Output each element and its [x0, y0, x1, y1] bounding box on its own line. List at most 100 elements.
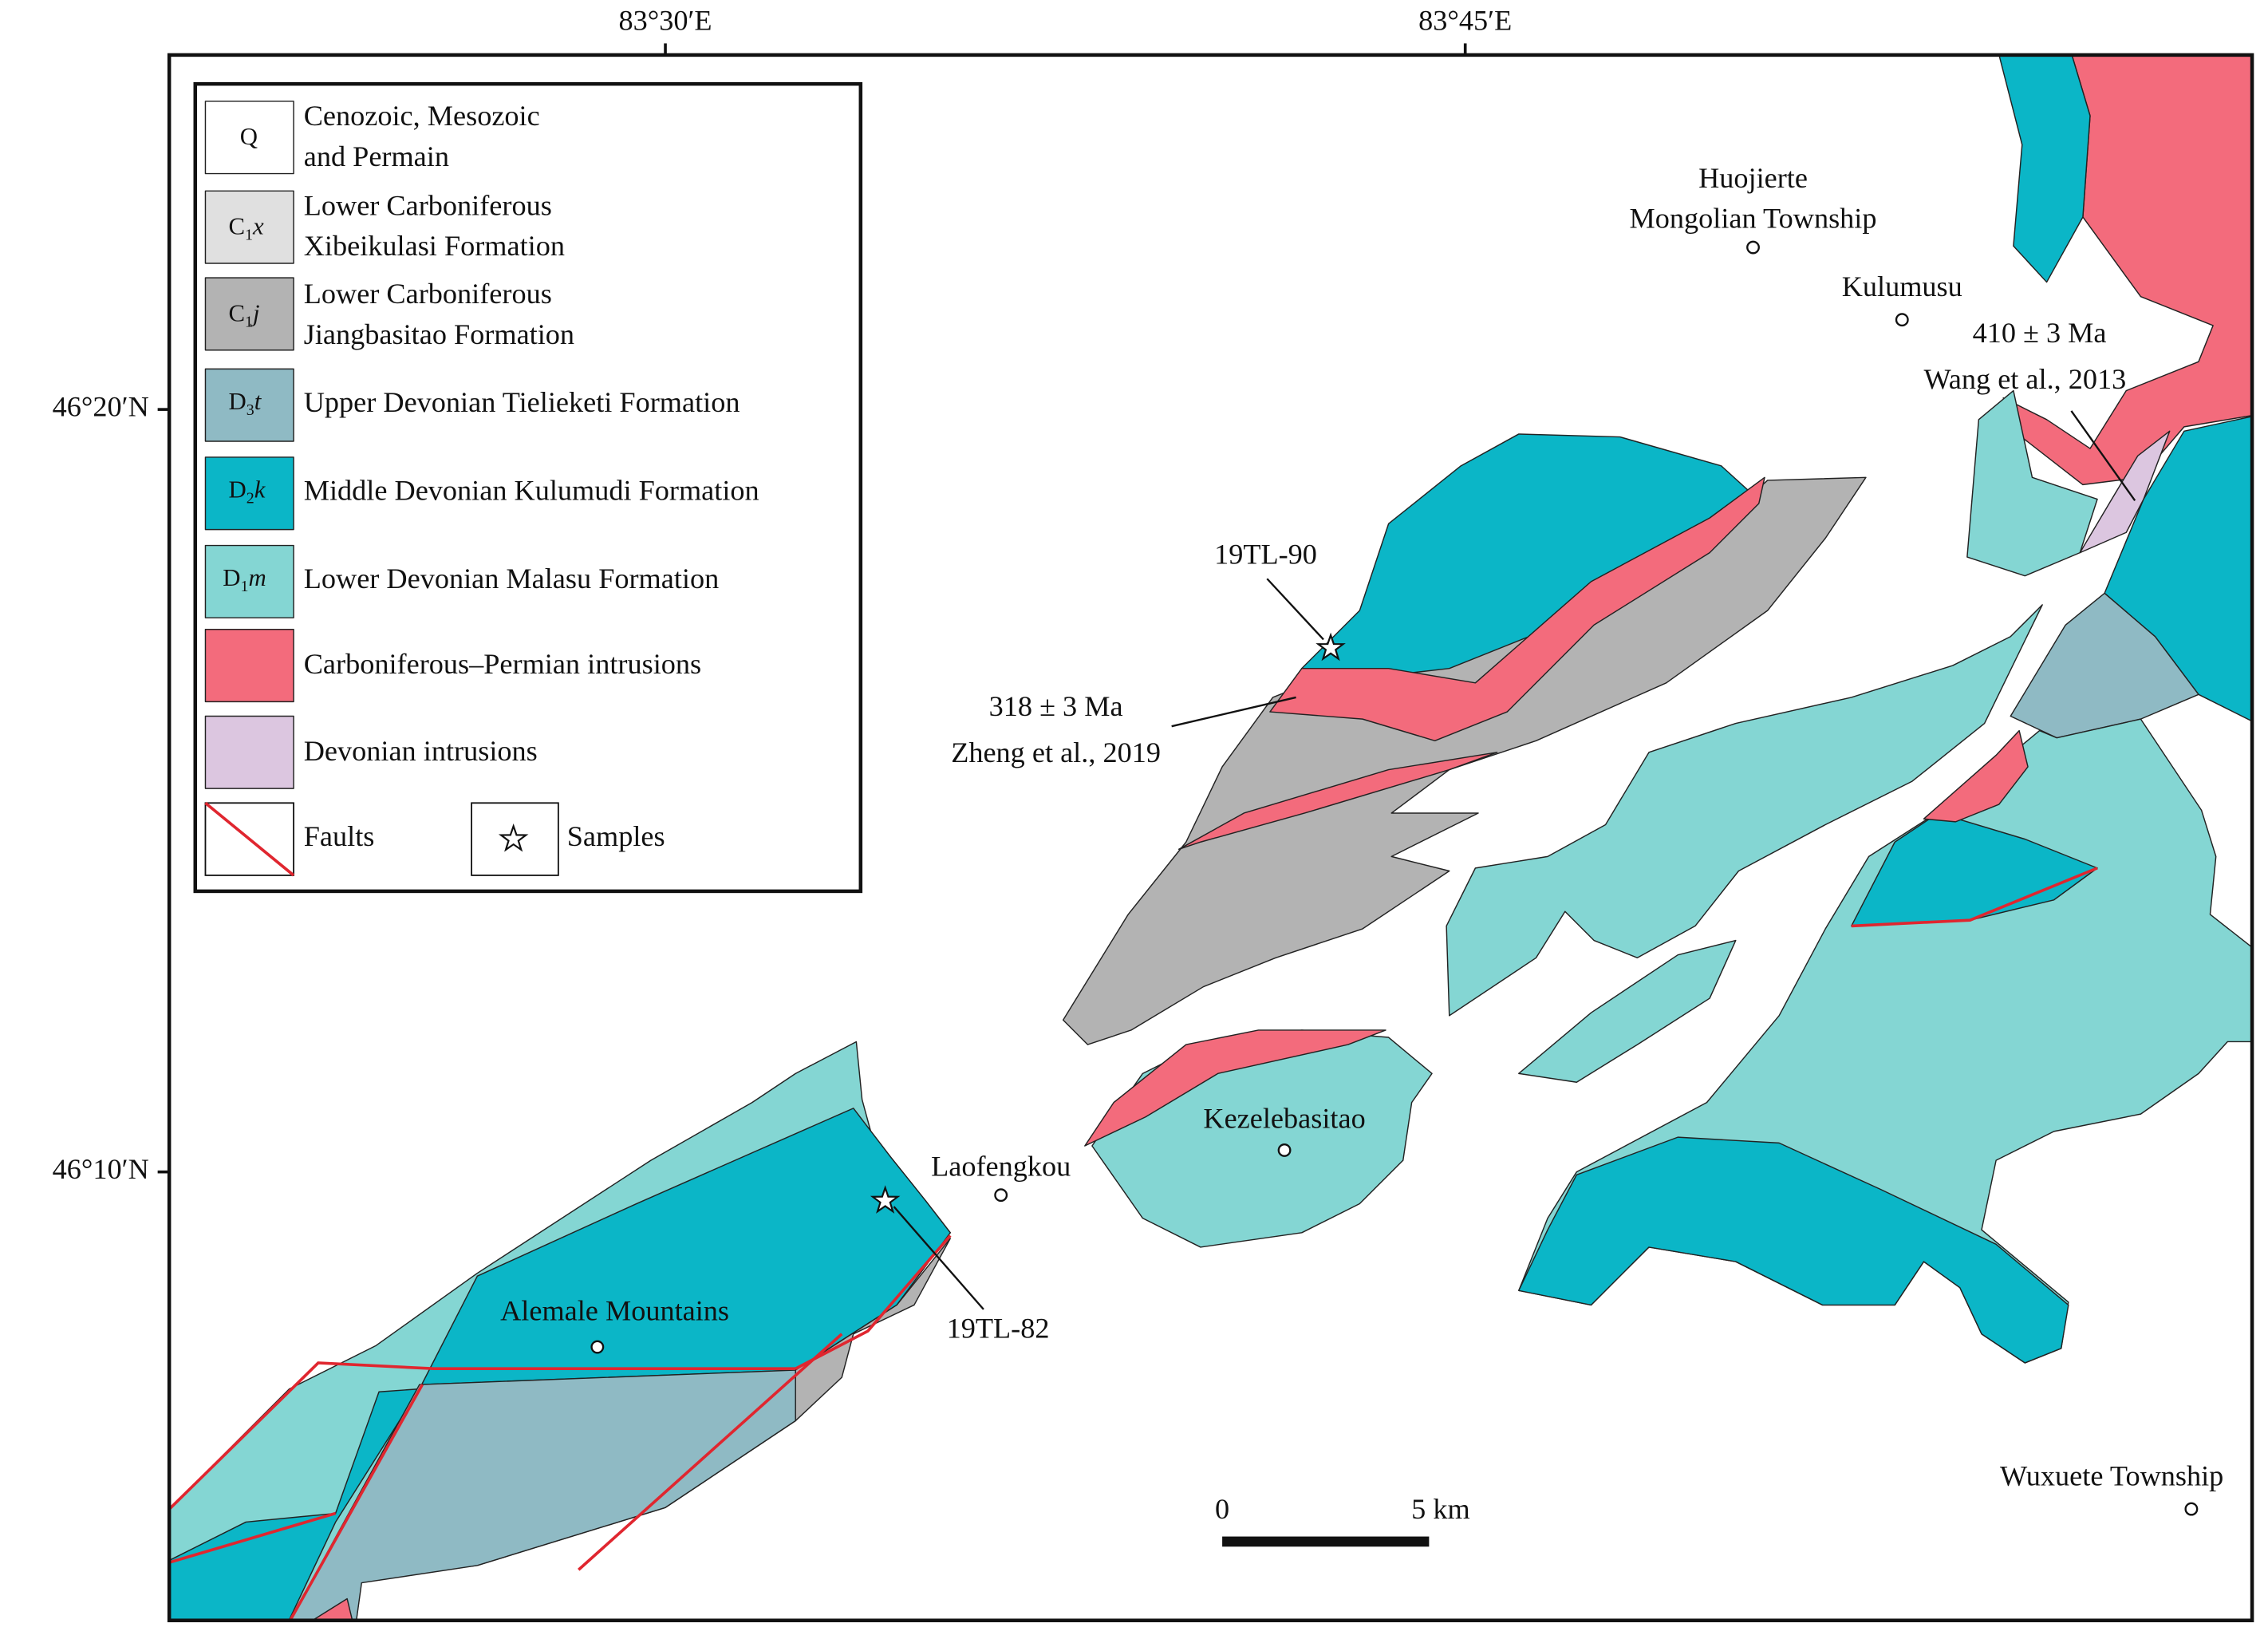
age-label: Zheng et al., 2019	[951, 737, 1161, 768]
legend-swatch	[204, 190, 294, 264]
legend-symbol-sub: 1	[245, 313, 253, 330]
place-marker	[590, 1340, 605, 1354]
legend-symbol-text: j	[250, 299, 260, 326]
unit-intrusion	[2002, 54, 2253, 486]
place-label: Huojierte	[1698, 162, 1808, 194]
unit-devonian-intrusion	[2079, 430, 2171, 554]
sample-marker	[1315, 632, 1346, 662]
scale-bar	[1222, 1536, 1430, 1547]
legend-swatch	[204, 544, 294, 618]
legend-label: Faults	[304, 820, 375, 852]
legend-symbol-text: D	[228, 476, 246, 504]
place-marker	[1895, 313, 1909, 327]
scale-label: 5 km	[1411, 1493, 1470, 1525]
latitude-label: 46°10′N	[53, 1153, 149, 1185]
leader-line	[1171, 696, 1296, 728]
place-marker	[2184, 1502, 2199, 1516]
legend-label: and Permain	[304, 140, 449, 172]
legend-symbol: C1j	[228, 299, 259, 330]
legend-swatch	[204, 277, 294, 351]
map-frame	[167, 53, 2254, 1622]
unit-d1m	[1966, 389, 2098, 577]
legend-swatch	[204, 628, 294, 703]
legend-symbol-sub: 3	[247, 401, 254, 419]
legend-swatch	[204, 715, 294, 789]
place-label: Mongolian Township	[1630, 203, 1877, 235]
place-label: Kulumusu	[1842, 271, 1962, 302]
legend-swatch	[204, 456, 294, 531]
unit-d1m	[1446, 604, 2043, 1017]
legend: Q Cenozoic, Mesozoic and Permain C1x Low…	[193, 81, 863, 894]
legend-symbol-text: C	[228, 213, 245, 240]
unit-intrusion	[1269, 476, 1765, 742]
age-label: Wang et al., 2013	[1923, 363, 2126, 395]
legend-symbol: D2k	[228, 476, 266, 508]
legend-symbol-text: t	[254, 388, 262, 415]
leader-line	[2070, 410, 2136, 502]
legend-label: Jiangbasitao Formation	[304, 318, 574, 350]
legend-symbol: C1x	[228, 213, 264, 244]
leader-line	[893, 1206, 984, 1310]
fault	[169, 1361, 796, 1511]
legend-swatch	[204, 101, 294, 175]
leader-line	[1266, 578, 1324, 641]
place-label: Laofengkou	[931, 1150, 1071, 1182]
legend-label: Devonian intrusions	[304, 735, 538, 767]
legend-label: Lower Carboniferous	[304, 189, 552, 221]
unit-intrusion	[1177, 752, 1498, 851]
fault	[169, 1511, 337, 1564]
legend-symbol-text: Q	[240, 123, 258, 150]
geology	[169, 54, 2253, 1621]
fault	[288, 1384, 424, 1621]
legend-symbol-sub: 2	[247, 489, 254, 507]
legend-label: Samples	[567, 820, 665, 852]
unit-d1m	[1518, 939, 1737, 1083]
legend-symbol: Q	[240, 123, 258, 150]
legend-label: Cenozoic, Mesozoic	[304, 100, 540, 132]
legend-sample-symbol	[498, 823, 529, 852]
legend-symbol-text: m	[248, 564, 266, 591]
legend-label: Lower Devonian Malasu Formation	[304, 563, 719, 594]
legend-label: Carboniferous–Permian intrusions	[304, 648, 701, 680]
legend-symbol-text: D	[228, 388, 246, 415]
longitude-label: 83°30′E	[619, 4, 712, 36]
legend-symbol-text: D	[223, 564, 240, 591]
legend-symbol-sub: 1	[240, 578, 248, 595]
legend-label: Upper Devonian Tielieketi Formation	[304, 386, 740, 418]
fault	[578, 1333, 843, 1571]
sample-marker	[870, 1185, 901, 1214]
place-marker	[1277, 1143, 1292, 1157]
legend-box	[193, 81, 863, 894]
age-label: 410 ± 3 Ma	[1973, 317, 2107, 349]
unit-d2k	[1301, 433, 1754, 681]
legend-symbol-text: C	[228, 299, 245, 326]
legend-label: Xibeikulasi Formation	[304, 230, 565, 262]
legend-symbol: D1m	[223, 564, 266, 595]
sample-label: 19TL-82	[947, 1312, 1050, 1344]
longitude-label: 83°45′E	[1418, 4, 1512, 36]
legend-label: Lower Carboniferous	[304, 278, 552, 310]
sample-label: 19TL-90	[1214, 538, 1317, 570]
scale-label: 0	[1215, 1493, 1229, 1525]
place-marker	[1746, 240, 1760, 255]
unit-intrusion	[311, 1598, 353, 1621]
place-label: Alemale Mountains	[500, 1295, 729, 1327]
place-marker	[994, 1188, 1008, 1203]
unit-d2k	[1518, 1136, 2069, 1364]
unit-c1j	[795, 1238, 951, 1422]
unit-intrusion	[1084, 1029, 1386, 1147]
fault	[1851, 867, 2098, 928]
legend-fault-symbol	[204, 801, 295, 877]
unit-d2k	[1851, 812, 2098, 927]
age-label: 318 ± 3 Ma	[989, 690, 1123, 722]
fault	[795, 1234, 952, 1370]
legend-symbol-text: x	[252, 213, 264, 240]
latitude-label: 46°20′N	[53, 390, 149, 422]
legend-label: Middle Devonian Kulumudi Formation	[304, 475, 759, 507]
place-label: Kezelebasitao	[1203, 1103, 1365, 1135]
legend-symbol-sub: 1	[245, 226, 253, 243]
unit-intrusion	[1923, 729, 2029, 823]
legend-swatch	[204, 368, 294, 442]
